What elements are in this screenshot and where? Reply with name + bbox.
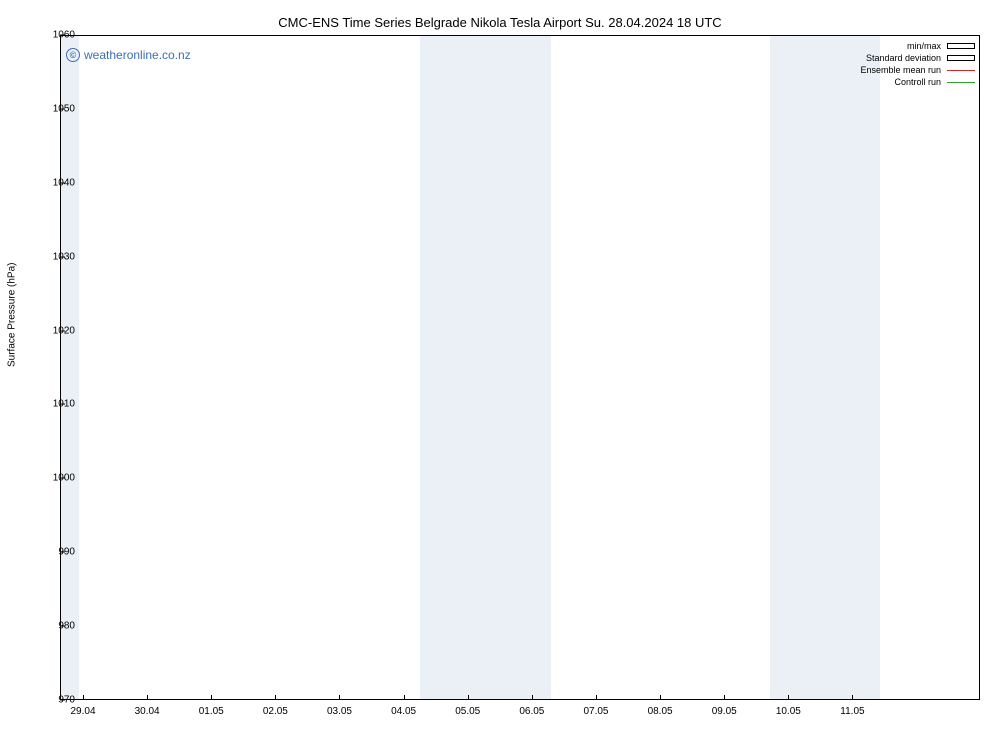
xtick-mark [532, 695, 533, 700]
xtick-mark [83, 695, 84, 700]
xtick-mark [147, 695, 148, 700]
xtick-mark [852, 695, 853, 700]
ytick-mark [60, 256, 65, 257]
xtick-label: 03.05 [327, 706, 352, 717]
xtick-label: 10.05 [776, 706, 801, 717]
legend-swatch [947, 66, 975, 74]
xtick-label: 29.04 [70, 706, 95, 717]
legend-swatch [947, 78, 975, 86]
ytick-mark [60, 552, 65, 553]
xtick-label: 11.05 [840, 706, 864, 717]
shade-band [61, 36, 79, 699]
ytick-mark [60, 108, 65, 109]
xtick-label: 02.05 [263, 706, 288, 717]
xtick-label: 30.04 [135, 706, 160, 717]
xtick-mark [404, 695, 405, 700]
xtick-mark [468, 695, 469, 700]
legend-item: Standard deviation [860, 52, 975, 64]
chart-title: CMC-ENS Time Series Belgrade Nikola Tesl… [0, 15, 1000, 30]
watermark-text: weatheronline.co.nz [84, 48, 191, 62]
plot-area [60, 35, 980, 700]
xtick-mark [339, 695, 340, 700]
legend-item-label: Standard deviation [866, 53, 941, 63]
legend-swatch [947, 42, 975, 50]
xtick-label: 09.05 [712, 706, 737, 717]
copyright-icon: © [66, 48, 80, 62]
ytick-mark [60, 404, 65, 405]
shade-band [420, 36, 552, 699]
ytick-mark [60, 626, 65, 627]
ytick-mark [60, 478, 65, 479]
legend-item-label: Controll run [894, 77, 941, 87]
legend: min/max Standard deviation Ensemble mean r… [860, 40, 975, 88]
xtick-mark [660, 695, 661, 700]
shade-band [770, 36, 879, 699]
xtick-mark [211, 695, 212, 700]
xtick-label: 07.05 [583, 706, 608, 717]
legend-item: Ensemble mean run [860, 64, 975, 76]
xtick-mark [724, 695, 725, 700]
xtick-label: 08.05 [648, 706, 673, 717]
ytick-mark [60, 330, 65, 331]
ytick-mark [60, 182, 65, 183]
legend-item-label: Ensemble mean run [860, 65, 941, 75]
chart-container: CMC-ENS Time Series Belgrade Nikola Tesl… [0, 0, 1000, 733]
watermark: © weatheronline.co.nz [66, 48, 191, 62]
xtick-label: 05.05 [455, 706, 480, 717]
xtick-mark [788, 695, 789, 700]
yaxis-label: Surface Pressure (hPa) [7, 262, 18, 367]
ytick-mark [60, 700, 65, 701]
ytick-mark [60, 35, 65, 36]
legend-item: min/max [860, 40, 975, 52]
legend-item-label: min/max [907, 41, 941, 51]
xtick-label: 04.05 [391, 706, 416, 717]
xtick-label: 01.05 [199, 706, 224, 717]
legend-item: Controll run [860, 76, 975, 88]
xtick-mark [275, 695, 276, 700]
xtick-mark [596, 695, 597, 700]
legend-swatch [947, 54, 975, 62]
xtick-label: 06.05 [519, 706, 544, 717]
